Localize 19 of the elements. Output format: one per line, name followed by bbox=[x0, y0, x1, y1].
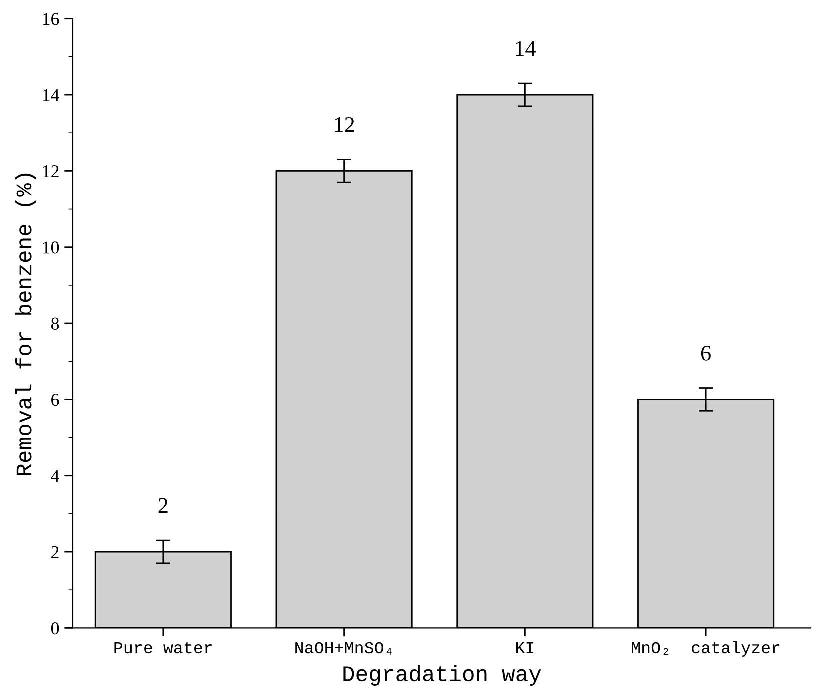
y-tick-label: 8 bbox=[51, 318, 60, 330]
data-label: 14 bbox=[516, 41, 536, 56]
y-tick-label: 16 bbox=[43, 13, 60, 26]
y-tick-label: 4 bbox=[51, 470, 60, 482]
x-axis-title: Degradation way bbox=[344, 665, 542, 686]
y-tick-label: 10 bbox=[43, 242, 60, 254]
x-tick-label: MnO₂ catalyzer bbox=[632, 641, 780, 657]
y-tick-label: 12 bbox=[43, 165, 59, 178]
data-label: 12 bbox=[335, 117, 354, 132]
x-tick-label: KI bbox=[516, 642, 534, 654]
y-tick-label: 0 bbox=[51, 622, 60, 635]
y-axis-title: Removal for benzene (%) bbox=[15, 174, 36, 476]
y-tick-label: 6 bbox=[52, 394, 60, 406]
y-tick-label: 14 bbox=[43, 89, 60, 102]
x-tick-label: Pure water bbox=[114, 642, 212, 654]
data-label: 2 bbox=[158, 498, 168, 514]
data-label: 6 bbox=[701, 346, 711, 361]
x-tick-label: NaOH+MnSO₄ bbox=[296, 642, 392, 655]
y-tick-label: 2 bbox=[52, 546, 59, 558]
